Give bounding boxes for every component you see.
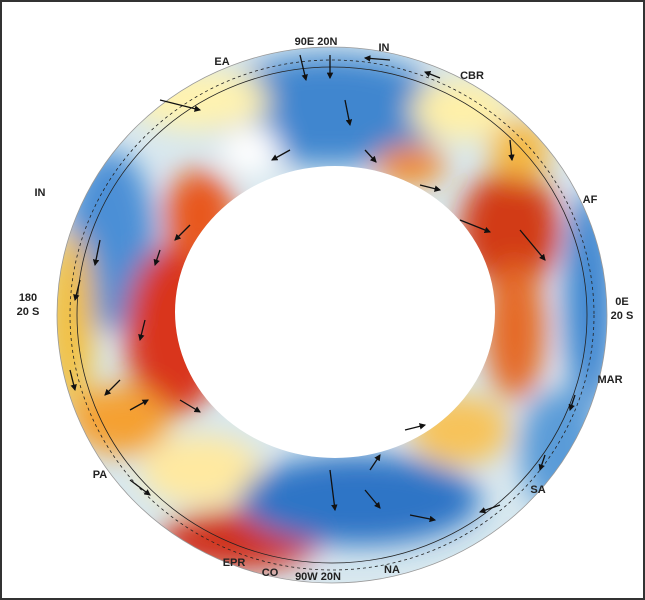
region-label: MAR	[597, 374, 622, 386]
region-label: 20 S	[611, 310, 634, 322]
region-label: SA	[530, 484, 545, 496]
region-label: 0E	[615, 296, 628, 308]
region-label: 20 S	[17, 306, 40, 318]
region-label: CBR	[460, 70, 484, 82]
region-label: EA	[214, 56, 229, 68]
figure: 90E 20N IN CBR EA AF IN 180 20 S 0E 20 S MAR SA PA EP…	[0, 0, 645, 600]
region-label: IN	[379, 42, 390, 54]
region-label: 90W 20N	[295, 571, 341, 583]
region-label: EPR	[223, 557, 246, 569]
region-label: IN	[35, 187, 46, 199]
region-label: 90E 20N	[295, 36, 338, 48]
region-label: PA	[93, 469, 108, 481]
region-label: AF	[583, 194, 598, 206]
region-label: NA	[384, 564, 400, 576]
region-label: CO	[262, 567, 279, 579]
region-label: 180	[19, 292, 37, 304]
